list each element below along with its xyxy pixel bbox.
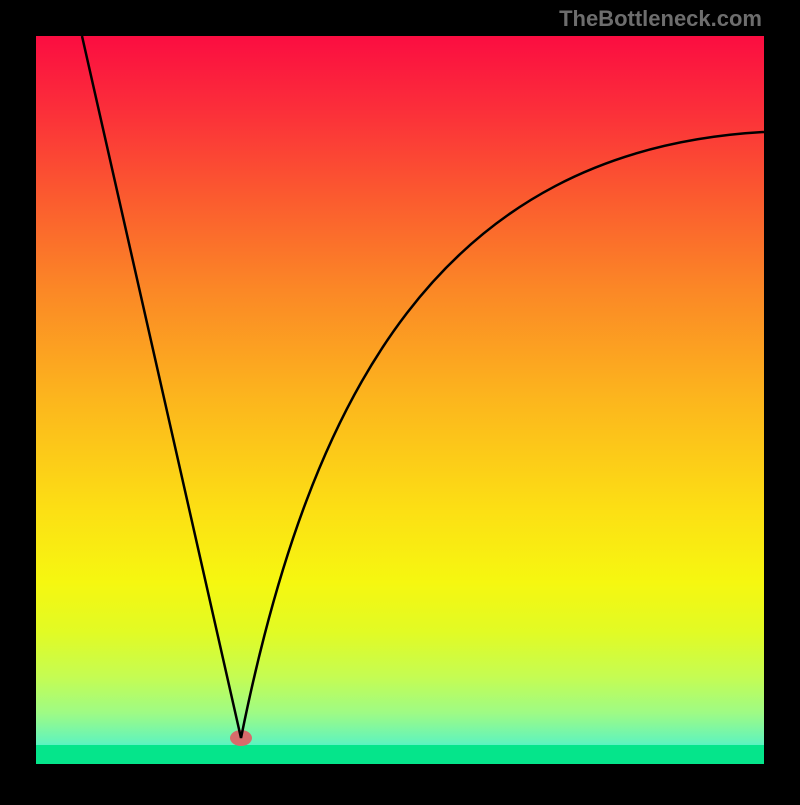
bottom-strip: [36, 745, 764, 764]
chart-svg: [0, 0, 800, 800]
chart-container: [0, 0, 800, 805]
watermark-text: TheBottleneck.com: [559, 6, 762, 32]
plot-background: [36, 36, 764, 764]
